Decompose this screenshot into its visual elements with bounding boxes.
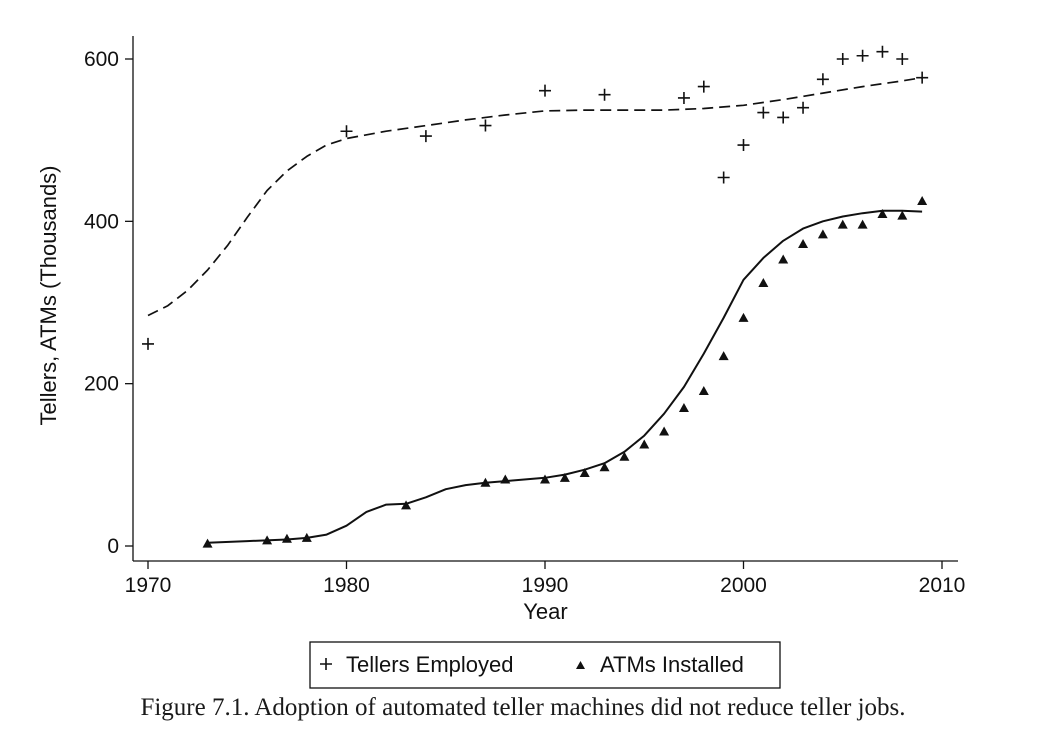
atms-point (202, 538, 213, 548)
x-tick-label: 1980 (323, 574, 370, 597)
legend-label-tellers: Tellers Employed (346, 652, 514, 677)
tellers-point (419, 130, 432, 143)
tellers-point (697, 80, 710, 93)
tellers-point (797, 101, 810, 114)
plot-area (142, 45, 929, 548)
legend-label-atms: ATMs Installed (600, 652, 744, 677)
atms-point (718, 351, 729, 361)
tellers-point (340, 125, 353, 138)
atms-point (559, 472, 570, 482)
tellers-point (598, 88, 611, 101)
tellers-point (737, 139, 750, 152)
tellers-point (856, 49, 869, 62)
atms-point (817, 229, 828, 239)
tellers-point (816, 73, 829, 86)
atms-point (897, 210, 908, 220)
y-tick-label: 600 (84, 48, 119, 71)
tellers-point (479, 119, 492, 132)
legend-marker-tellers-plus-icon (320, 658, 332, 670)
y-axis-label: Tellers, ATMs (Thousands) (36, 165, 61, 425)
tellers-point (539, 84, 551, 97)
atms-point (738, 312, 749, 322)
x-tick-label: 1970 (125, 574, 172, 597)
atms-point (599, 462, 610, 472)
legend-box (309, 641, 781, 689)
legend: Tellers Employed ATMs Installed (309, 641, 781, 689)
x-tick-label: 2000 (720, 574, 767, 597)
y-tick-label: 400 (84, 210, 119, 233)
tellers-point (916, 71, 929, 84)
tellers-point (757, 106, 770, 119)
atms-point (857, 219, 868, 229)
atms-point (401, 500, 412, 510)
tellers-point (876, 45, 889, 58)
axes: 1970 1980 1990 2000 2010 0 200 400 600 (84, 36, 965, 597)
atms-point (540, 474, 550, 484)
atms-point (639, 439, 650, 449)
tellers-point (836, 53, 849, 65)
atms-point (281, 533, 292, 543)
atms-point (798, 239, 809, 249)
y-tick-label: 0 (107, 535, 119, 558)
atms-point (678, 403, 689, 413)
legend-marker-atms-triangle-icon (576, 661, 585, 669)
atms-point (659, 426, 670, 436)
tellers-point (142, 337, 154, 350)
atms-point (837, 219, 848, 229)
tellers-point (777, 111, 790, 124)
atms-fit-line (207, 209, 923, 544)
tellers-fit-line (147, 76, 923, 317)
atms-point (579, 467, 590, 477)
atms-point (877, 209, 888, 219)
figure-caption: Figure 7.1. Adoption of automated teller… (140, 694, 906, 721)
atms-point (619, 451, 630, 461)
y-tick-label: 200 (84, 373, 119, 396)
x-tick-label: 1990 (522, 574, 569, 597)
tellers-point (677, 91, 690, 104)
x-tick-label: 2010 (919, 574, 966, 597)
atms-point (778, 254, 789, 264)
tellers-point (896, 53, 909, 65)
atms-point (917, 196, 928, 206)
x-axis-label: Year (523, 599, 567, 624)
atms-point (758, 278, 769, 288)
tellers-point (717, 171, 730, 184)
atms-point (698, 385, 709, 395)
chart: 1970 1980 1990 2000 2010 0 200 400 600 Year Tell… (36, 36, 965, 689)
